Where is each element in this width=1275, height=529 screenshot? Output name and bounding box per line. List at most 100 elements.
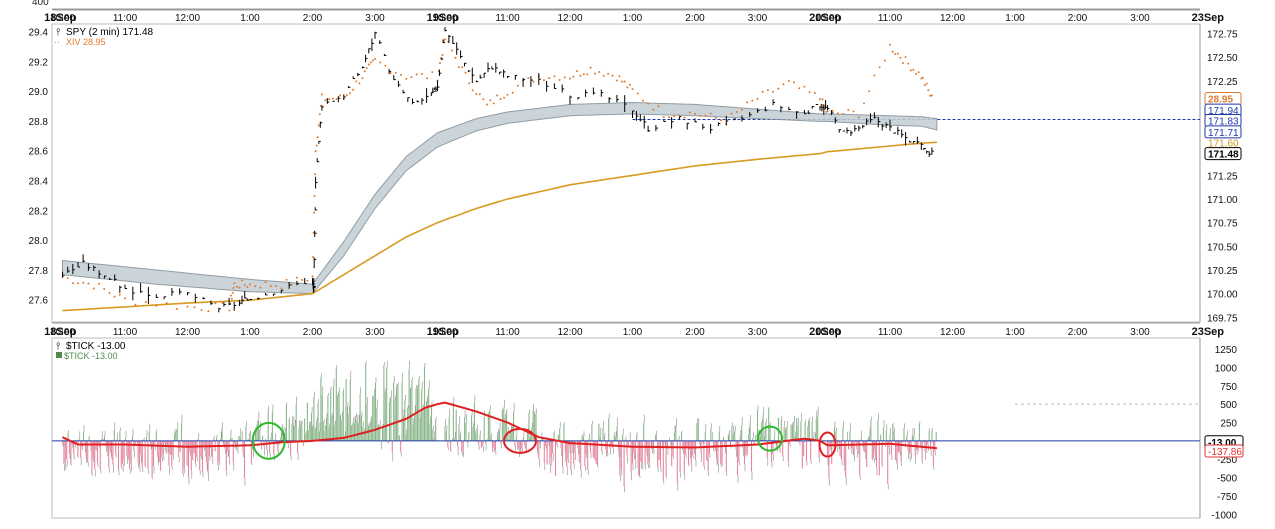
xiv-point bbox=[389, 72, 392, 74]
tick-tag-1: -137.86 bbox=[1208, 447, 1242, 458]
middle-x-tick-17: 12:00 bbox=[940, 327, 965, 338]
xiv-point bbox=[751, 99, 754, 102]
xiv-point bbox=[621, 80, 624, 83]
xiv-point bbox=[894, 53, 897, 55]
left-y-axis: 29.4 29.2 29.0 28.8 28.6 28.4 28.2 28.0 27.8 27.6 bbox=[29, 27, 49, 306]
xiv-point bbox=[230, 294, 232, 297]
left-tick-5: 28.4 bbox=[29, 176, 49, 187]
top-x-tick-20: 3:00 bbox=[1130, 13, 1150, 24]
top-x-tick-14: 20Sep bbox=[809, 12, 842, 24]
xiv-point bbox=[246, 286, 249, 289]
right-tick-1: 172.50 bbox=[1207, 53, 1238, 64]
xiv-point bbox=[496, 94, 499, 97]
xiv-point bbox=[254, 285, 257, 288]
xiv-point bbox=[878, 66, 881, 69]
xiv-point bbox=[420, 73, 423, 75]
xiv-point bbox=[231, 291, 234, 294]
xiv-point bbox=[77, 282, 80, 285]
xiv-point bbox=[808, 91, 811, 94]
tick-axis-label-9: -1000 bbox=[1211, 510, 1237, 521]
left-tick-4: 28.6 bbox=[29, 147, 49, 158]
xiv-point bbox=[558, 79, 561, 81]
xiv-point bbox=[831, 109, 834, 112]
xiv-point bbox=[331, 97, 334, 100]
tick-axis-label-6: -250 bbox=[1217, 455, 1237, 466]
xiv-point bbox=[889, 43, 891, 46]
middle-x-tick-1: 10:00 bbox=[50, 327, 75, 338]
xiv-point bbox=[709, 112, 712, 115]
middle-x-tick-7: 19Sep bbox=[427, 326, 460, 338]
xiv-point bbox=[917, 71, 920, 74]
tick-axis-label-2: 750 bbox=[1220, 382, 1237, 393]
xiv-point bbox=[594, 72, 596, 75]
tick-legend-name: $TICK -13.00 bbox=[64, 351, 118, 361]
long-moving-average-line bbox=[62, 141, 937, 312]
price-legend-ohlc-icon: ⫯ bbox=[55, 27, 60, 38]
right-tick-9: 170.50 bbox=[1207, 242, 1238, 253]
xiv-point bbox=[506, 93, 509, 96]
middle-x-tick-8: 10:00 bbox=[432, 327, 457, 338]
top-x-tick-12: 2:00 bbox=[685, 13, 705, 24]
xiv-point bbox=[405, 77, 408, 80]
xiv-point bbox=[324, 99, 327, 102]
xiv-point bbox=[108, 292, 111, 294]
xiv-point bbox=[678, 114, 681, 117]
tick-axis-label-1: 1000 bbox=[1215, 363, 1238, 374]
middle-x-tick-20: 3:00 bbox=[1130, 327, 1150, 338]
xiv-point bbox=[165, 302, 168, 305]
xiv-point bbox=[367, 63, 370, 66]
middle-x-tick-0: 18Sep bbox=[44, 326, 77, 338]
top-x-tick-15: 10:00 bbox=[815, 13, 840, 24]
middle-x-tick-9: 11:00 bbox=[495, 327, 520, 338]
xiv-point bbox=[582, 73, 585, 76]
tick-value-tags: -13.00-137.86 bbox=[1204, 435, 1244, 458]
top-x-tick-13: 3:00 bbox=[748, 13, 768, 24]
right-tick-0: 172.75 bbox=[1207, 29, 1238, 40]
tick-panel: 1250 1000 750 500 250 -250 -500 -750 -1000 -13.0… bbox=[51, 337, 1244, 521]
xiv-point bbox=[236, 285, 238, 288]
xiv-point bbox=[772, 90, 775, 93]
right-tick-7: 171.00 bbox=[1207, 195, 1238, 206]
top-x-tick-7: 19Sep bbox=[427, 12, 460, 24]
xiv-point bbox=[311, 275, 314, 278]
tick-tag-0: -13.00 bbox=[1208, 438, 1237, 449]
tick-axis-label-0: 1250 bbox=[1215, 345, 1238, 356]
xiv-point bbox=[852, 110, 855, 113]
xiv-point bbox=[532, 80, 535, 83]
xiv-point bbox=[883, 59, 886, 62]
xiv-point bbox=[899, 56, 902, 59]
xiv-point bbox=[339, 94, 342, 97]
xiv-point bbox=[896, 52, 899, 55]
middle-x-tick-3: 12:00 bbox=[175, 327, 200, 338]
xiv-point bbox=[313, 195, 316, 198]
xiv-point bbox=[312, 231, 315, 234]
xiv-point bbox=[909, 69, 912, 72]
xiv-point bbox=[328, 98, 331, 101]
xiv-point bbox=[572, 75, 575, 78]
xiv-point bbox=[457, 66, 460, 69]
xiv-point bbox=[735, 111, 738, 113]
xiv-point bbox=[471, 89, 474, 92]
top-x-tick-16: 11:00 bbox=[878, 13, 903, 24]
xiv-point bbox=[468, 82, 471, 85]
xiv-point bbox=[623, 80, 626, 83]
highlight-circle-3 bbox=[818, 431, 837, 458]
xiv-point bbox=[230, 297, 233, 300]
top-x-tick-17: 12:00 bbox=[940, 13, 965, 24]
xiv-point bbox=[647, 102, 650, 105]
middle-x-tick-14: 20Sep bbox=[809, 326, 842, 338]
xiv-point bbox=[232, 287, 235, 289]
xiv-point bbox=[221, 301, 224, 304]
highlight-circle-0 bbox=[251, 421, 286, 460]
top-x-tick-19: 2:00 bbox=[1068, 13, 1088, 24]
xiv-point bbox=[793, 81, 795, 84]
xiv-point bbox=[118, 293, 121, 296]
middle-x-tick-2: 11:00 bbox=[113, 327, 138, 338]
xiv-point bbox=[207, 310, 210, 313]
right-tick-6: 171.25 bbox=[1207, 171, 1238, 182]
xiv-point bbox=[927, 89, 930, 92]
xiv-point bbox=[200, 309, 203, 311]
